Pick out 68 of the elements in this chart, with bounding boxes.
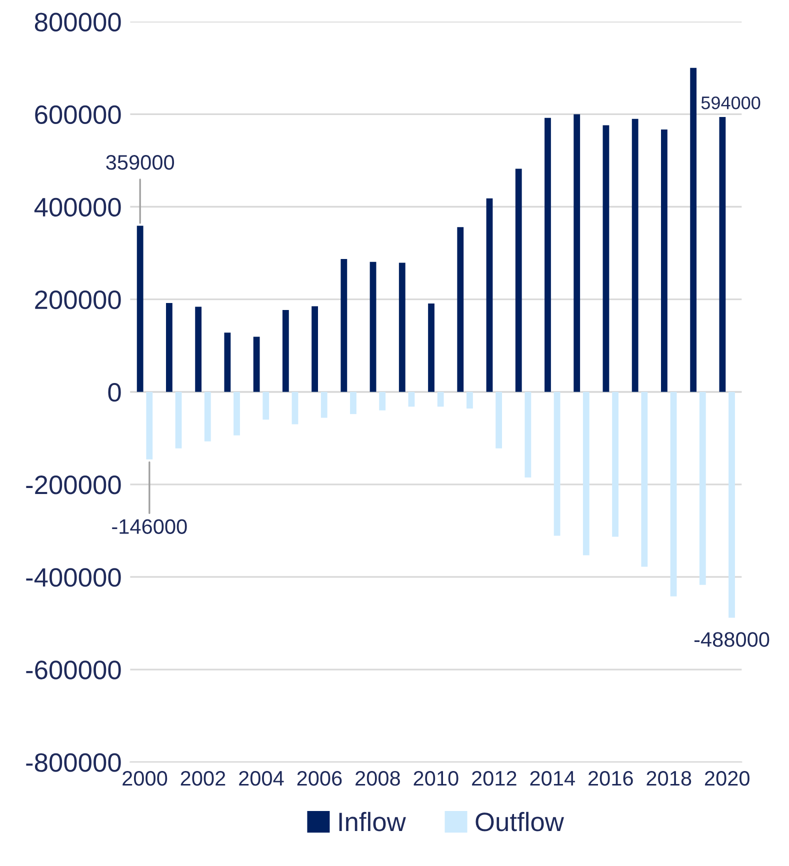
- bar: [437, 392, 444, 407]
- x-tick-label: 2014: [530, 770, 575, 786]
- bar: [370, 262, 376, 392]
- x-tick-label: 2008: [356, 770, 400, 786]
- bar: [554, 392, 560, 536]
- bar: [175, 392, 182, 448]
- bar: [719, 116, 726, 392]
- x-tick-label: 2016: [588, 770, 633, 786]
- x-tick-label: 2004: [239, 770, 284, 786]
- y-tick-label: -200000: [26, 476, 121, 494]
- bar: [602, 125, 610, 392]
- bar: [661, 129, 668, 392]
- bar: [574, 114, 580, 392]
- bar: [350, 392, 356, 414]
- y-tick-label: 400000: [34, 198, 121, 217]
- x-tick-label: 2010: [414, 770, 458, 786]
- bar: [262, 392, 270, 420]
- data-label: -146000: [112, 519, 187, 534]
- bar: [282, 310, 289, 392]
- bar: [496, 392, 502, 448]
- bar: [379, 392, 386, 410]
- bar: [632, 118, 638, 392]
- legend-label: Inflow: [339, 812, 406, 832]
- bar: [486, 198, 493, 392]
- y-tick-label: 800000: [34, 12, 121, 32]
- y-tick-label: -400000: [26, 568, 121, 587]
- y-tick-label: 600000: [35, 105, 121, 124]
- bar: [146, 392, 153, 460]
- bar: [466, 392, 473, 409]
- bar: [166, 303, 172, 392]
- bar: [292, 392, 298, 424]
- x-tick-label: 2012: [472, 770, 516, 786]
- bar: [641, 392, 648, 567]
- bar: [544, 118, 551, 392]
- bar: [728, 392, 735, 618]
- x-tick-label: 2018: [646, 770, 692, 786]
- x-tick-label: 2020: [704, 770, 750, 786]
- y-tick-label: -600000: [26, 660, 121, 680]
- y-tick-label: -800000: [26, 753, 121, 772]
- bar: [428, 303, 434, 392]
- bar: [398, 262, 406, 392]
- bar: [224, 332, 231, 392]
- data-label: -488000: [694, 632, 770, 647]
- x-tick-label: 2002: [180, 770, 226, 786]
- legend-label: Outflow: [476, 812, 564, 832]
- bar: [408, 392, 415, 407]
- bar: [312, 306, 318, 392]
- bar: [524, 392, 532, 478]
- bar: [340, 259, 348, 392]
- data-label: 359000: [106, 155, 174, 170]
- y-tick-label: 200000: [35, 290, 121, 310]
- bar: [204, 392, 211, 442]
- bar: [234, 392, 240, 436]
- bar: [699, 392, 706, 585]
- bar: [136, 226, 144, 392]
- bar: [582, 392, 590, 556]
- x-tick-label: 2006: [297, 770, 342, 786]
- bar: [195, 306, 202, 392]
- bar: [670, 392, 677, 596]
- x-tick-label: 2000: [122, 770, 168, 786]
- y-tick-label: 0: [108, 383, 121, 402]
- data-label: 594000: [701, 96, 760, 110]
- bar: [457, 227, 464, 392]
- bar: [690, 68, 697, 392]
- bar: [253, 336, 260, 392]
- bar: [515, 168, 522, 392]
- bar: [612, 392, 618, 537]
- bar: [320, 392, 328, 418]
